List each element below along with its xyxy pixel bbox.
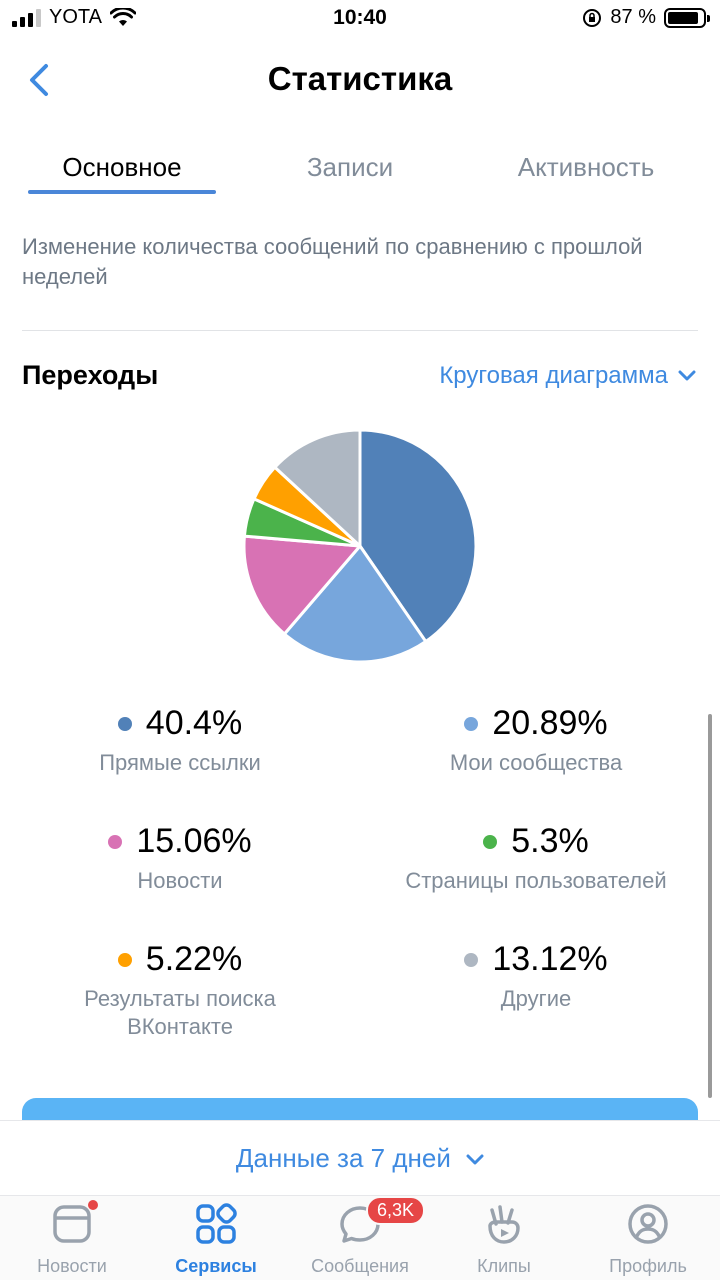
orientation-lock-icon [583, 8, 602, 27]
period-label: Данные за 7 дней [235, 1143, 451, 1173]
battery-percent: 87 % [610, 6, 656, 28]
legend-label: Результаты поиска ВКонтакте [84, 986, 276, 1039]
nav-messages[interactable]: 6,3K Сообщения [288, 1196, 432, 1277]
chart-type-dropdown[interactable]: Круговая диаграмма [439, 362, 696, 390]
section-title: Переходы [22, 360, 159, 390]
back-button[interactable] [22, 60, 62, 100]
messages-badge: 6,3K [366, 1196, 426, 1225]
clips-icon [488, 1205, 520, 1244]
chart-type-label: Круговая диаграмма [439, 362, 668, 389]
status-bar: YOTA 10:40 87 % [0, 0, 720, 38]
legend-value: 40.4% [145, 704, 243, 742]
stats-description: Изменение количества сообщений по сравне… [22, 234, 643, 289]
legend-item-news: 15.06% Новости [0, 822, 360, 895]
nav-label: Клипы [477, 1256, 531, 1276]
battery-icon [664, 7, 710, 28]
active-tab-indicator [28, 190, 216, 194]
legend-value: 13.12% [492, 940, 608, 978]
chevron-down-icon [678, 370, 696, 381]
nav-profile[interactable]: Профиль [576, 1202, 720, 1277]
pie-slice-1 [282, 544, 428, 664]
wifi-icon [109, 7, 136, 26]
tab-posts[interactable]: Записи [306, 152, 394, 182]
clock: 10:40 [333, 6, 387, 29]
legend-dot [483, 834, 498, 849]
legend-dot [464, 952, 479, 967]
legend-value: 15.06% [136, 822, 252, 860]
signal-icon [12, 8, 41, 27]
legend-value: 5.22% [145, 940, 243, 978]
nav-label: Сервисы [175, 1256, 257, 1276]
nav-header: Статистика [0, 50, 720, 110]
legend-dot [464, 716, 479, 731]
chevron-down-icon [466, 1154, 484, 1165]
legend-label: Мои сообщества [449, 750, 623, 775]
pie-slice-5 [273, 428, 362, 548]
profile-icon [628, 1204, 668, 1244]
legend-item-other: 13.12% Другие [356, 940, 716, 1013]
nav-services[interactable]: Сервисы [144, 1202, 288, 1277]
bottom-nav: Новости Сервисы 6,3K Сообщения [0, 1196, 720, 1280]
scroll-indicator[interactable] [708, 714, 712, 1098]
pie-slice-2 [242, 534, 362, 636]
legend-item-my-communities: 20.89% Мои сообщества [356, 704, 716, 777]
legend-label: Страницы пользователей [405, 868, 667, 893]
legend-item-user-pages: 5.3% Страницы пользователей [356, 822, 716, 895]
legend-item-search-results: 5.22% Результаты поиска ВКонтакте [0, 940, 360, 1041]
divider [22, 330, 698, 331]
pie-chart-svg [242, 428, 478, 664]
legend-dot [108, 834, 123, 849]
pie-chart [240, 426, 480, 666]
legend-value: 20.89% [492, 704, 608, 742]
legend-label: Прямые ссылки [99, 750, 261, 775]
tab-activity[interactable]: Активность [517, 152, 655, 182]
nav-clips[interactable]: Клипы [432, 1202, 576, 1277]
legend-label: Другие [500, 986, 572, 1011]
nav-news[interactable]: Новости [0, 1200, 144, 1277]
period-dropdown[interactable]: Данные за 7 дней [0, 1143, 720, 1174]
chevron-left-icon [30, 64, 48, 96]
legend-dot [117, 716, 132, 731]
carrier-label: YOTA [49, 6, 102, 28]
nav-label: Сообщения [311, 1256, 409, 1276]
notification-dot [88, 1200, 98, 1210]
legend-value: 5.3% [511, 822, 589, 860]
legend-label: Новости [137, 868, 223, 893]
legend-item-direct-links: 40.4% Прямые ссылки [0, 704, 360, 777]
nav-label: Профиль [609, 1256, 687, 1276]
legend-dot [117, 952, 132, 967]
tab-bar: Основное Записи Активность [0, 140, 720, 196]
page-title: Статистика [267, 60, 453, 97]
period-selector-bar: Данные за 7 дней [0, 1120, 720, 1196]
services-icon [196, 1203, 237, 1244]
nav-label: Новости [37, 1256, 107, 1276]
tab-main[interactable]: Основное [62, 152, 182, 182]
news-icon [53, 1205, 91, 1243]
pie-slice-0 [358, 428, 478, 644]
